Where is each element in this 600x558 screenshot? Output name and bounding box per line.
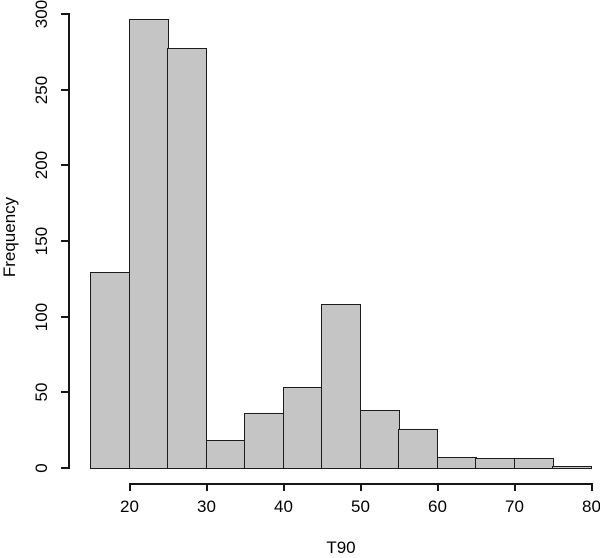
x-tick-mark <box>205 484 208 491</box>
x-tick-label: 80 <box>582 497 600 516</box>
x-tick-mark <box>513 484 516 491</box>
histogram-bar <box>398 429 439 469</box>
y-tick-label: 200 <box>32 151 51 180</box>
x-tick-mark <box>359 484 362 491</box>
histogram-bar <box>282 387 323 469</box>
y-tick-mark <box>61 13 69 15</box>
histogram-bar <box>90 272 131 469</box>
histogram-bar <box>205 440 246 469</box>
x-tick-label: 70 <box>505 497 524 516</box>
y-tick-label: 100 <box>32 302 51 331</box>
y-tick-mark <box>61 391 69 394</box>
histogram-bar <box>513 458 554 469</box>
x-tick-label: 40 <box>274 497 293 516</box>
histogram-bar <box>436 456 477 469</box>
histogram-bar <box>359 409 400 469</box>
x-tick-label: 30 <box>197 497 216 516</box>
y-tick-mark <box>61 467 69 469</box>
y-axis-title: Frequency <box>0 196 19 278</box>
x-tick-mark <box>436 484 439 491</box>
histogram-bar <box>128 19 169 469</box>
histogram-bar <box>167 48 208 469</box>
y-tick-label: 150 <box>32 226 51 256</box>
y-tick-label: 50 <box>32 382 51 402</box>
x-tick-label: 20 <box>120 497 139 516</box>
x-tick-mark <box>282 484 285 491</box>
x-axis-title: T90 <box>326 538 356 557</box>
x-tick-label: 60 <box>428 497 447 516</box>
histogram-bar <box>552 465 593 469</box>
histogram-bar <box>244 412 285 469</box>
histogram-bar <box>321 303 362 469</box>
y-axis-line <box>68 13 70 469</box>
histogram-bar <box>475 458 516 469</box>
y-tick-label: 250 <box>32 75 51 104</box>
y-tick-label: 300 <box>32 0 51 29</box>
y-tick-mark <box>61 315 69 318</box>
x-tick-mark <box>128 484 131 491</box>
y-tick-mark <box>61 240 69 242</box>
x-tick-mark <box>590 484 593 491</box>
y-tick-mark <box>61 164 69 167</box>
y-tick-mark <box>61 88 69 91</box>
y-tick-label: 0 <box>32 463 51 473</box>
x-tick-label: 50 <box>351 497 370 516</box>
